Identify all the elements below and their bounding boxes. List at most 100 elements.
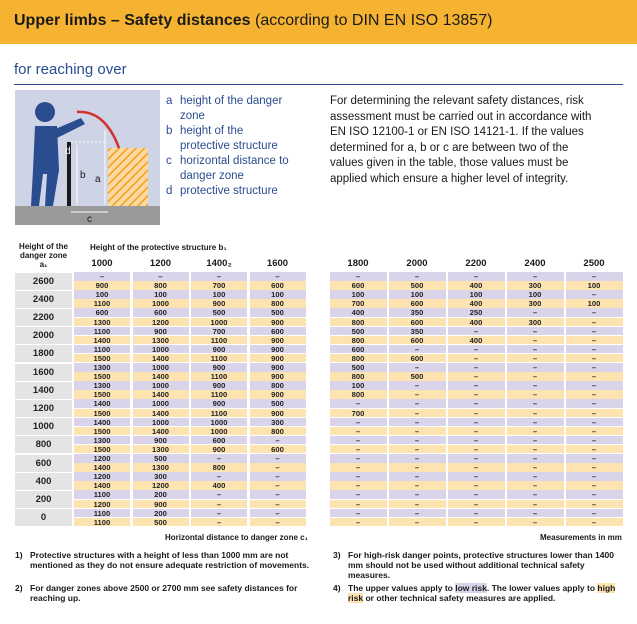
cell: – (74, 272, 130, 281)
cell: – (565, 399, 623, 408)
cell: – (447, 381, 505, 390)
cell: – (191, 499, 247, 508)
cell: 100 (249, 290, 306, 299)
cell: 100 (329, 381, 387, 390)
cell: 900 (249, 372, 306, 381)
cell: – (565, 490, 623, 499)
cell: 1500 (74, 390, 130, 399)
cell: – (447, 326, 505, 335)
cell: – (191, 472, 247, 481)
cell: – (565, 472, 623, 481)
cell: 600 (249, 444, 306, 454)
cell: 1400 (74, 481, 130, 490)
cell: – (506, 381, 564, 390)
cell: – (388, 381, 446, 390)
cell: 800 (249, 299, 306, 308)
cell: – (329, 454, 387, 463)
cell: 500 (132, 517, 189, 526)
cell: 1200 (132, 481, 189, 490)
cell: – (506, 499, 564, 508)
cell: – (249, 481, 306, 490)
cell: – (329, 399, 387, 408)
cell: – (565, 326, 623, 335)
cell: – (506, 353, 564, 363)
row-label: 0 (15, 509, 72, 527)
cell: 300 (506, 299, 564, 308)
cell: – (447, 454, 505, 463)
row-header: Height of the danger zone a₁ (19, 242, 68, 269)
cell: 1400 (74, 417, 130, 426)
cell: 1000 (132, 417, 189, 426)
cell: – (249, 463, 306, 472)
cell: 1000 (132, 399, 189, 408)
cell: – (506, 326, 564, 335)
cell: – (191, 508, 247, 517)
cell: – (388, 454, 446, 463)
cell: – (329, 517, 387, 526)
cell: 100 (565, 299, 623, 308)
cell: – (249, 490, 306, 499)
cell: 1300 (74, 381, 130, 390)
cell: 900 (191, 363, 247, 372)
cell: 1200 (132, 317, 189, 326)
legend-item: b height of the protective structure (166, 124, 296, 154)
cell: 900 (191, 344, 247, 354)
figure-label: d (65, 146, 71, 157)
cell: – (249, 508, 306, 517)
cell: – (565, 454, 623, 463)
note-part: . The lower values apply to (486, 583, 598, 593)
cell: – (447, 408, 505, 417)
note-text: Protective structures with a height of l… (30, 550, 315, 570)
cell: – (506, 472, 564, 481)
cell: 500 (388, 372, 446, 381)
units: Measurements in mm (540, 533, 622, 542)
cell: – (191, 272, 247, 281)
cell: 900 (249, 353, 306, 363)
cell: – (447, 463, 505, 472)
header-bar (0, 0, 637, 44)
cell: 900 (191, 399, 247, 408)
cell: 800 (329, 390, 387, 399)
column-header: Height of the protective structure b₁ (90, 243, 227, 252)
cell: – (447, 472, 505, 481)
cell: – (447, 372, 505, 381)
cell: – (506, 444, 564, 454)
cell: 900 (132, 435, 189, 445)
figure-label: a (95, 174, 101, 185)
cell: – (506, 272, 564, 281)
cell: – (329, 499, 387, 508)
cell: 900 (249, 363, 306, 372)
note-part: Protective structures with a height of l… (30, 550, 310, 570)
cell: 900 (191, 299, 247, 308)
cell: – (506, 454, 564, 463)
note-number: 4) (333, 583, 341, 593)
cell: 200 (132, 508, 189, 517)
cell: 800 (329, 353, 387, 363)
column-label: 1800 (347, 258, 369, 269)
cell: 1500 (74, 408, 130, 417)
legend-item: d protective structure (166, 184, 296, 199)
legend-text: horizontal distance to danger zone (180, 155, 289, 182)
cell: – (191, 517, 247, 526)
cell: – (388, 272, 446, 281)
cell: 900 (249, 344, 306, 354)
cell: 1200 (74, 454, 130, 463)
cell: 800 (329, 335, 387, 344)
cell: 100 (506, 290, 564, 299)
cell: – (565, 335, 623, 344)
legend-key: d (166, 185, 173, 197)
row-label: 1600 (15, 363, 72, 381)
cell: – (565, 272, 623, 281)
cell: 600 (249, 281, 306, 290)
cell: – (565, 499, 623, 508)
cell: 1300 (74, 435, 130, 445)
cell: 700 (191, 281, 247, 290)
cell: – (329, 490, 387, 499)
cell: – (447, 344, 505, 354)
row-label: 1000 (15, 418, 72, 436)
cell: – (388, 390, 446, 399)
rule (14, 84, 623, 85)
cell: 100 (388, 290, 446, 299)
cell: – (191, 490, 247, 499)
